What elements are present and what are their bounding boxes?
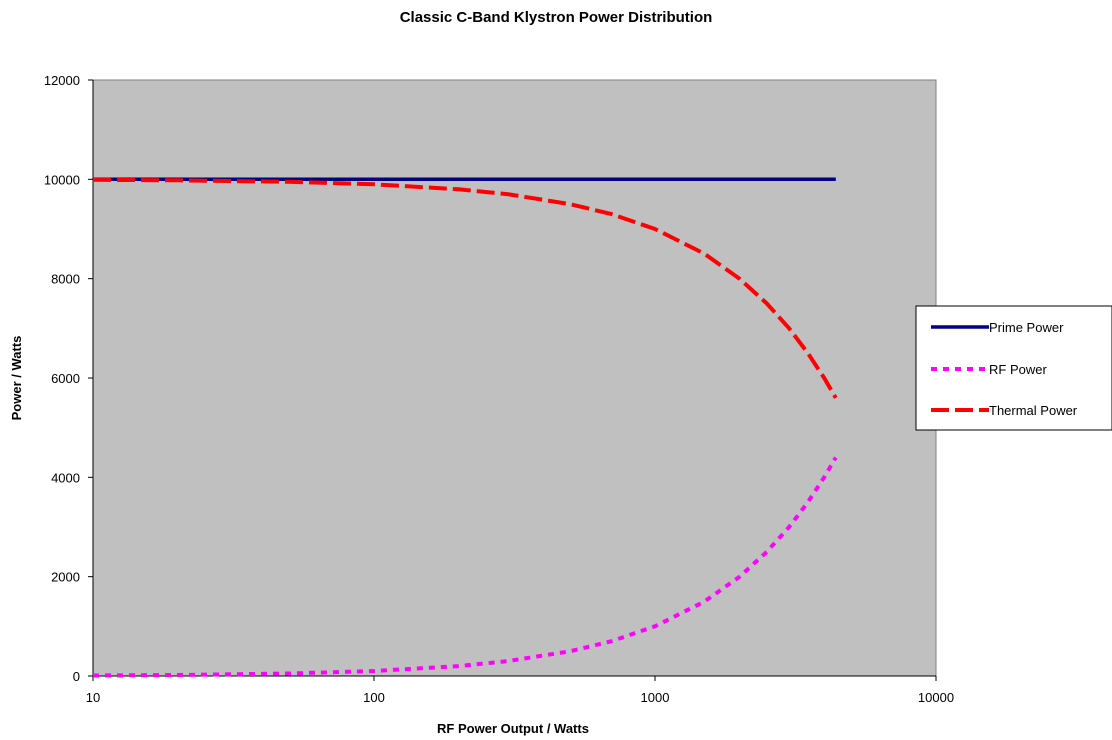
y-tick-label: 2000: [51, 570, 80, 585]
legend: Prime Power RF Power Thermal Power: [915, 305, 1112, 431]
y-tick-label: 4000: [51, 470, 80, 485]
series-line-thermal-power: [92, 177, 838, 399]
y-tick-label: 10000: [44, 172, 80, 187]
legend-label: RF Power: [989, 362, 1047, 377]
legend-label: Prime Power: [989, 320, 1064, 335]
x-tick-label: 10: [86, 690, 100, 705]
y-tick-label: 6000: [51, 371, 80, 386]
x-tick-label: 1000: [641, 690, 670, 705]
y-ticks: 0 2000 4000 6000 8000 10000 12000: [44, 73, 93, 684]
series-lines: [92, 177, 838, 678]
legend-label: Thermal Power: [989, 403, 1078, 418]
x-axis-title: RF Power Output / Watts: [437, 721, 589, 736]
y-axis-title: Power / Watts: [9, 336, 24, 421]
plot-area: [92, 79, 937, 677]
y-tick-label: 8000: [51, 272, 80, 287]
x-ticks: 10 100 1000 10000: [86, 676, 954, 705]
x-tick-label: 100: [363, 690, 385, 705]
series-line-rf-power: [92, 456, 838, 678]
chart-title: Classic C-Band Klystron Power Distributi…: [400, 9, 713, 26]
y-tick-label: 0: [73, 669, 80, 684]
y-tick-label: 12000: [44, 73, 80, 88]
x-tick-label: 10000: [918, 690, 954, 705]
